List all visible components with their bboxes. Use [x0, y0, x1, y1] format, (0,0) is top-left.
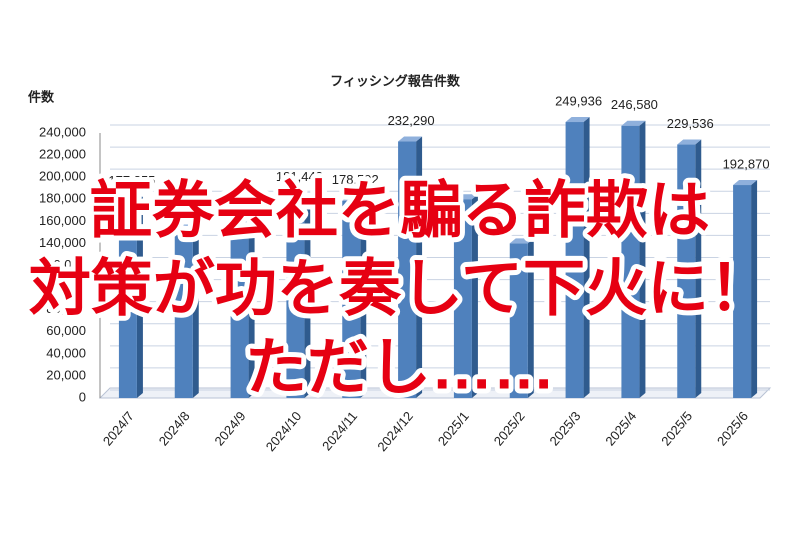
- value-label: 192,870: [723, 156, 770, 171]
- bar: [230, 215, 249, 398]
- bar-top: [398, 136, 423, 142]
- bar-group: [230, 210, 255, 398]
- bar-top: [286, 192, 311, 198]
- y-tick-label: 20,000: [46, 367, 86, 382]
- y-tick-label: 180,000: [39, 191, 86, 206]
- bar: [453, 199, 472, 398]
- bar: [286, 197, 305, 398]
- bar: [118, 201, 137, 398]
- bar-side: [360, 195, 367, 398]
- bar-top: [621, 120, 646, 126]
- bar-side: [639, 120, 646, 398]
- bar-group: [733, 180, 758, 398]
- bar-side: [751, 180, 758, 398]
- bar-side: [304, 192, 311, 398]
- bar: [398, 141, 417, 398]
- bar-group: [342, 195, 367, 398]
- bar-top: [453, 194, 478, 200]
- bar: [509, 243, 528, 398]
- bar: [677, 144, 696, 398]
- value-label: 249,936: [555, 93, 602, 108]
- bar-top: [733, 180, 758, 186]
- bar-group: [398, 136, 423, 398]
- bar-side: [248, 210, 255, 398]
- y-tick-label: 220,000: [39, 147, 86, 162]
- bar-group: [677, 139, 702, 398]
- value-label: 177,855: [108, 173, 155, 188]
- bar-group: [509, 238, 534, 398]
- bar-top: [677, 139, 702, 145]
- bar-group: [286, 192, 311, 398]
- y-tick-label: 0: [79, 389, 86, 404]
- bar-group: [453, 194, 478, 398]
- bar: [342, 200, 361, 398]
- value-label: 246,580: [611, 97, 658, 112]
- overlay-text: ただし……: [245, 333, 555, 402]
- bar-side: [471, 194, 478, 398]
- bar: [565, 122, 584, 399]
- bar-group: [118, 196, 143, 398]
- y-tick-label: 240,000: [39, 124, 86, 139]
- y-tick-label: 80,000: [46, 301, 86, 316]
- bar-side: [583, 117, 590, 399]
- bar-side: [136, 196, 143, 398]
- y-tick-label: 200,000: [39, 169, 86, 184]
- chart-title: フィッシング報告件数: [330, 73, 461, 88]
- bar-top: [565, 117, 590, 123]
- overlay-text: 対策が功を奏して下火に！: [29, 254, 771, 323]
- value-label: 178,592: [332, 172, 379, 187]
- y-tick-label: 40,000: [46, 345, 86, 360]
- bar-side: [416, 136, 423, 398]
- bar: [733, 185, 752, 398]
- bar-top: [118, 196, 143, 202]
- value-label: 181,443: [276, 169, 323, 184]
- value-label: 152,556: [164, 201, 211, 216]
- bar-group: [621, 120, 646, 398]
- value-label: 229,536: [667, 116, 714, 131]
- y-tick-label: 100,000: [39, 279, 86, 294]
- bar-side: [527, 238, 534, 398]
- bar-top: [174, 224, 199, 230]
- bar-top: [230, 210, 255, 216]
- bar-group: [565, 117, 590, 399]
- bar-top: [509, 238, 534, 244]
- y-axis-label: 件数: [28, 89, 55, 104]
- y-tick-label: 120,000: [39, 257, 86, 272]
- bar: [621, 125, 640, 398]
- y-tick-label: 160,000: [39, 213, 86, 228]
- value-label: 232,290: [388, 113, 435, 128]
- overlay-text: 証券会社を騙る詐欺は: [90, 176, 710, 245]
- bar-top: [342, 195, 367, 201]
- y-tick-label: 60,000: [46, 323, 86, 338]
- bar-group: [174, 224, 199, 398]
- y-tick-label: 140,000: [39, 235, 86, 250]
- bar-side: [192, 224, 199, 398]
- bar-side: [695, 139, 702, 398]
- bar: [174, 229, 193, 398]
